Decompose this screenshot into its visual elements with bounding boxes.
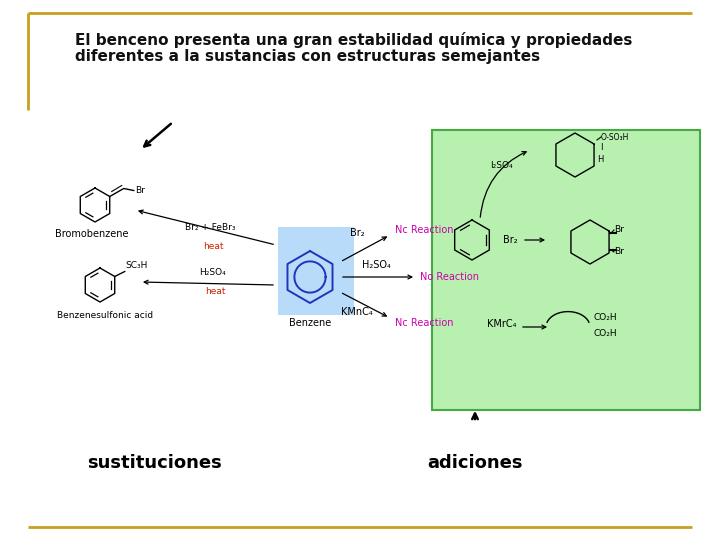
Text: H₂SO₄: H₂SO₄ [199,268,225,277]
Text: Bromobenzene: Bromobenzene [55,229,128,239]
Text: H: H [597,154,603,164]
Text: adiciones: adiciones [427,454,523,472]
Text: I₂SO₄: I₂SO₄ [490,160,513,170]
Text: Br₂: Br₂ [350,228,364,238]
Text: heat: heat [204,287,225,296]
Text: Br₂ + FeBr₃: Br₂ + FeBr₃ [185,223,235,232]
Text: CO₂H: CO₂H [593,314,616,322]
Text: H₂SO₄: H₂SO₄ [361,260,390,270]
Text: CO₂H: CO₂H [593,329,616,339]
Text: Nc Reaction: Nc Reaction [395,225,454,235]
Text: Br: Br [135,186,145,195]
Text: Br₂: Br₂ [503,235,517,245]
Text: SC₃H: SC₃H [126,261,148,271]
Text: El benceno presenta una gran estabilidad química y propiedades: El benceno presenta una gran estabilidad… [75,32,632,48]
Text: KMrC₄: KMrC₄ [487,319,516,329]
Text: Br: Br [614,247,624,256]
Text: I: I [600,144,603,152]
Text: Br: Br [614,226,624,234]
Bar [432,130,700,410]
Text: Benzenesulfonic acid: Benzenesulfonic acid [57,311,153,320]
Text: Benzene: Benzene [289,318,331,328]
Text: sustituciones: sustituciones [88,454,222,472]
Bar [278,227,354,315]
Text: diferentes a la sustancias con estructuras semejantes: diferentes a la sustancias con estructur… [75,49,540,64]
Text: O-SO₃H: O-SO₃H [601,132,629,141]
Text: heat: heat [203,242,223,251]
Text: KMnC₄: KMnC₄ [341,307,373,317]
Text: No Reaction: No Reaction [420,272,479,282]
Text: Nc Reaction: Nc Reaction [395,318,454,328]
